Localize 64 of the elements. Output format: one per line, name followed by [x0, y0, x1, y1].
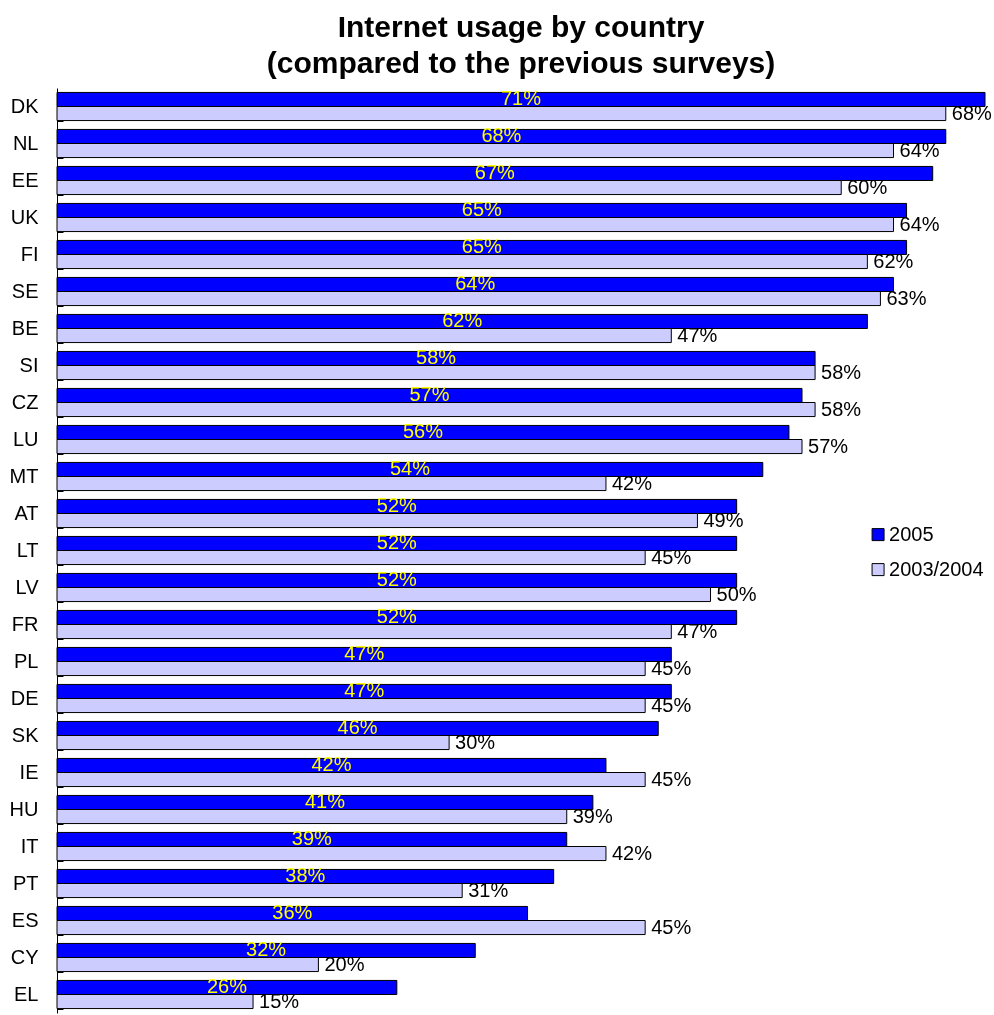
- data-label: 45%: [651, 915, 692, 938]
- data-label: 62%: [442, 309, 483, 332]
- y-tick-label: AT: [14, 502, 39, 524]
- y-tick-label: LT: [16, 539, 39, 561]
- y-tick-label: LV: [15, 576, 40, 598]
- y-tick-label: HU: [9, 798, 39, 820]
- legend-label: 2003/2004: [889, 557, 984, 580]
- legend-label: 2005: [889, 522, 934, 545]
- y-tick-label: IT: [20, 835, 39, 857]
- data-label: 45%: [651, 767, 692, 790]
- y-tick-label: FR: [11, 613, 39, 635]
- data-label: 42%: [311, 753, 352, 776]
- y-tick-label: IE: [19, 761, 39, 783]
- y-tick-label: EL: [14, 983, 39, 1005]
- data-label: 54%: [389, 457, 431, 480]
- y-tick-label: SI: [19, 354, 39, 376]
- data-label: 71%: [500, 87, 542, 110]
- data-label: 56%: [402, 420, 444, 443]
- data-label: 52%: [376, 568, 418, 591]
- data-label: 64%: [899, 212, 940, 235]
- y-tick-label: ES: [11, 909, 39, 931]
- y-tick-label: DE: [10, 687, 39, 709]
- data-label: 41%: [304, 790, 346, 813]
- data-label: 58%: [821, 360, 862, 383]
- data-label: 58%: [416, 346, 457, 369]
- data-label: 39%: [572, 804, 613, 827]
- data-label: 68%: [481, 124, 522, 147]
- data-label: 47%: [344, 679, 385, 702]
- data-label: 42%: [611, 841, 653, 864]
- y-tick-label: CZ: [11, 391, 39, 413]
- data-label: 52%: [376, 605, 418, 628]
- y-tick-label: EE: [11, 169, 39, 191]
- data-label: 65%: [461, 198, 503, 221]
- data-label: 39%: [291, 827, 333, 850]
- y-tick-label: PT: [12, 872, 39, 894]
- data-label: 46%: [337, 716, 378, 739]
- y-tick-label: DK: [10, 95, 40, 117]
- data-label: 32%: [246, 938, 287, 961]
- data-label: 64%: [455, 272, 496, 295]
- data-label: 63%: [886, 286, 927, 309]
- y-tick-label: SK: [11, 724, 40, 746]
- y-tick-label: UK: [10, 206, 40, 228]
- y-tick-label: SE: [11, 280, 39, 302]
- y-tick-label: CY: [10, 946, 39, 968]
- data-label: 52%: [376, 531, 418, 554]
- y-tick-label: BE: [11, 317, 39, 339]
- data-label: 65%: [461, 235, 503, 258]
- chart-title: Internet usage by country: [337, 10, 705, 43]
- y-tick-label: NL: [12, 132, 39, 154]
- data-label: 26%: [206, 975, 248, 998]
- y-tick-label: MT: [9, 465, 39, 487]
- data-label: 52%: [376, 494, 418, 517]
- y-tick-label: FI: [20, 243, 39, 265]
- data-label: 47%: [344, 642, 385, 665]
- chart-subtitle: (compared to the previous surveys): [266, 46, 776, 79]
- data-label: 36%: [272, 901, 313, 924]
- y-tick-label: LU: [12, 428, 39, 450]
- y-tick-label: PL: [14, 650, 39, 672]
- data-label: 67%: [474, 161, 516, 184]
- data-label: 49%: [703, 508, 744, 531]
- data-label: 57%: [808, 434, 849, 457]
- data-label: 57%: [409, 383, 450, 406]
- data-label: 38%: [285, 864, 326, 887]
- data-label: 58%: [821, 397, 862, 420]
